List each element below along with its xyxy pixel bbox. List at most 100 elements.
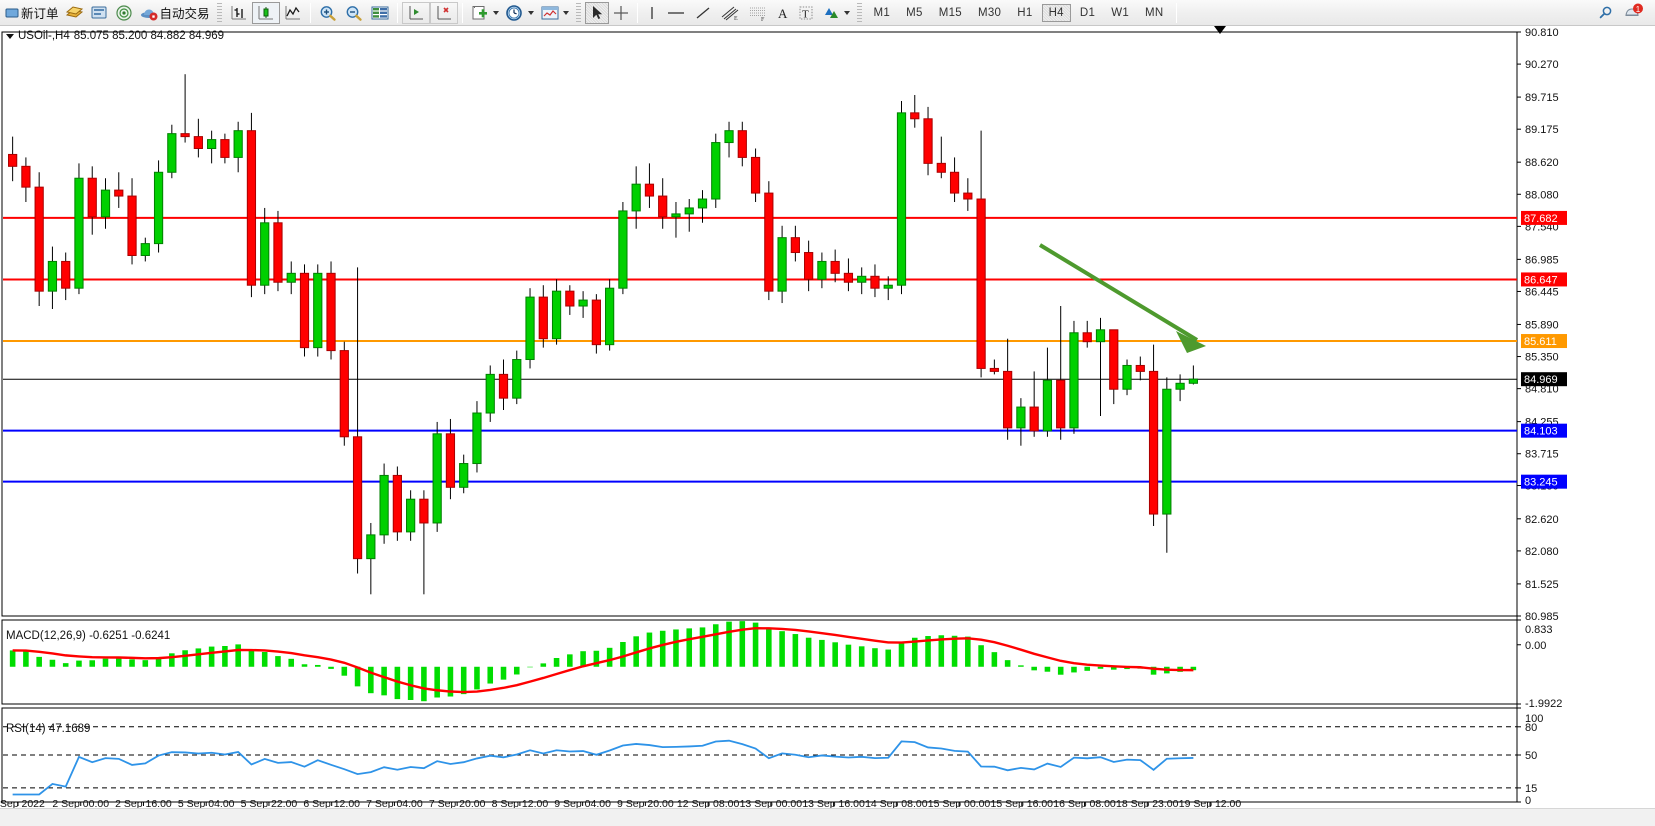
new-order-button[interactable]: 新订单 [2,2,62,24]
trendline-icon [696,7,709,18]
time-tick-label: 7 Sep 04:00 [366,798,423,808]
pivot-price-tag-label: 85.611 [1524,336,1557,348]
zoom-in-button[interactable] [315,2,341,24]
price-tick-label: 84.810 [1525,384,1559,396]
time-tick-label: 12 Sep 08:00 [677,798,740,808]
chart-collapse-triangle-icon[interactable] [6,33,14,39]
trend-arrow-annotation[interactable] [1038,243,1206,353]
auto-scroll-button[interactable] [401,1,430,24]
candle-body [724,130,734,144]
support-price-tag [1521,474,1567,489]
text-a-icon: A [778,6,788,21]
line-chart-button[interactable] [280,2,306,24]
candlestick-chart-button[interactable] [251,1,280,24]
trend-arrow-shaft [1038,243,1199,342]
candle-body [591,299,601,346]
zoom-out-button[interactable] [341,2,367,24]
support-price-tag-label: 83.245 [1524,477,1558,489]
candle-body [313,272,323,349]
time-tick-label: 5 Sep 22:00 [241,798,298,808]
notifications-button[interactable]: 1 [1619,2,1647,24]
gold-bars-button[interactable] [62,2,87,24]
arrows-dropdown-caret[interactable] [843,10,850,15]
rsi-indicator-label: RSI(14) 47.1689 [6,723,91,735]
candle-body [1109,329,1119,390]
candle-body [578,299,588,307]
timeframe-m5-button[interactable]: M5 [906,6,923,19]
candle-body [472,412,482,465]
time-tick-label: 8 Sep 12:00 [492,798,549,808]
chart-shift-button[interactable] [429,1,458,24]
cursor-tool[interactable] [584,1,609,24]
candle-body [936,162,946,173]
indicators-icon [472,5,487,19]
signal-radar-button[interactable] [112,2,137,24]
toolbar-grip-1[interactable] [216,2,222,23]
timeframe-m15-button[interactable]: M15 [938,6,962,19]
rsi-line [12,739,1194,796]
arrows-tool[interactable] [818,2,853,24]
indicators-dropdown-caret[interactable] [492,10,499,15]
trendline-tool[interactable] [690,2,716,24]
candle-body [47,260,58,292]
candle-body [684,207,694,215]
time-tick-label: 14 Sep 08:00 [865,798,928,808]
candle-body [21,165,31,188]
candle-body [790,237,800,254]
search-button[interactable] [1593,2,1619,24]
vertical-line-tool[interactable] [642,2,662,24]
time-tick-label: 18 Sep 23:00 [1116,798,1179,808]
candle-body [843,272,854,283]
fibonacci-tool[interactable]: F [744,2,772,24]
timeframe-h1-button[interactable]: H1 [1017,6,1033,19]
timeframe-m1-button[interactable]: M1 [873,6,891,19]
toolbar-grip-2[interactable] [575,2,581,23]
timeframe-mn-button[interactable]: MN [1145,6,1164,19]
svg-text:E: E [734,16,738,22]
horizontal-scrollbar[interactable] [0,808,1655,826]
equidistant-channel-tool[interactable]: E [716,2,744,24]
candle-body [379,474,389,536]
candle-body [8,153,18,167]
chart-area[interactable]: 90.810 90.270 89.715 89.175 88.620 88.080 87.5… [0,26,1655,808]
timeframe-w1-button[interactable]: W1 [1111,6,1130,19]
autotrade-button[interactable]: 自动交易 [137,2,213,24]
horizontal-line-tool[interactable] [662,2,690,24]
candle-body [804,252,814,280]
toolbar-separator-5 [1175,2,1177,23]
price-tick-label: 88.620 [1525,157,1559,169]
timeframe-h4-button[interactable]: H4 [1041,3,1071,22]
data-window-button[interactable] [367,2,393,24]
new-order-label: 新订单 [21,7,59,21]
time-tick-label: 19 Sep 12:00 [1179,798,1242,808]
candle-body [750,156,761,194]
candle-body [260,222,270,286]
price-tick-label: 89.715 [1525,92,1559,104]
toolbar-separator-2 [396,2,398,23]
rsi-tick-label: 15 [1525,783,1537,795]
price-tick-label: 86.985 [1525,254,1559,266]
terminal-window-button[interactable] [87,2,112,24]
templates-dropdown-caret[interactable] [562,10,569,15]
candle-body [432,433,442,524]
candle-body [366,534,376,560]
price-tick-label: 82.080 [1525,546,1559,558]
price-tick-label: 86.445 [1525,286,1559,298]
crosshair-tool[interactable] [609,2,633,24]
templates-button[interactable] [537,2,572,24]
text-tool[interactable]: A [772,2,794,24]
price-chart-svg[interactable]: 90.81090.27089.71589.17588.62088.08087.5… [0,26,1655,808]
indicators-button[interactable] [467,2,502,24]
candle-body [233,130,243,158]
time-tick-label: 7 Sep 20:00 [429,798,486,808]
periods-button[interactable] [502,2,537,24]
toolbar-grip-3[interactable] [856,2,862,23]
timeframe-m30-button[interactable]: M30 [977,6,1002,19]
bar-chart-button[interactable] [226,2,252,24]
periods-dropdown-caret[interactable] [527,10,534,15]
timeframe-d1-button[interactable]: D1 [1079,6,1096,19]
candle-body [34,186,44,292]
candle-body [644,183,655,197]
text-label-tool[interactable]: T [794,2,818,24]
